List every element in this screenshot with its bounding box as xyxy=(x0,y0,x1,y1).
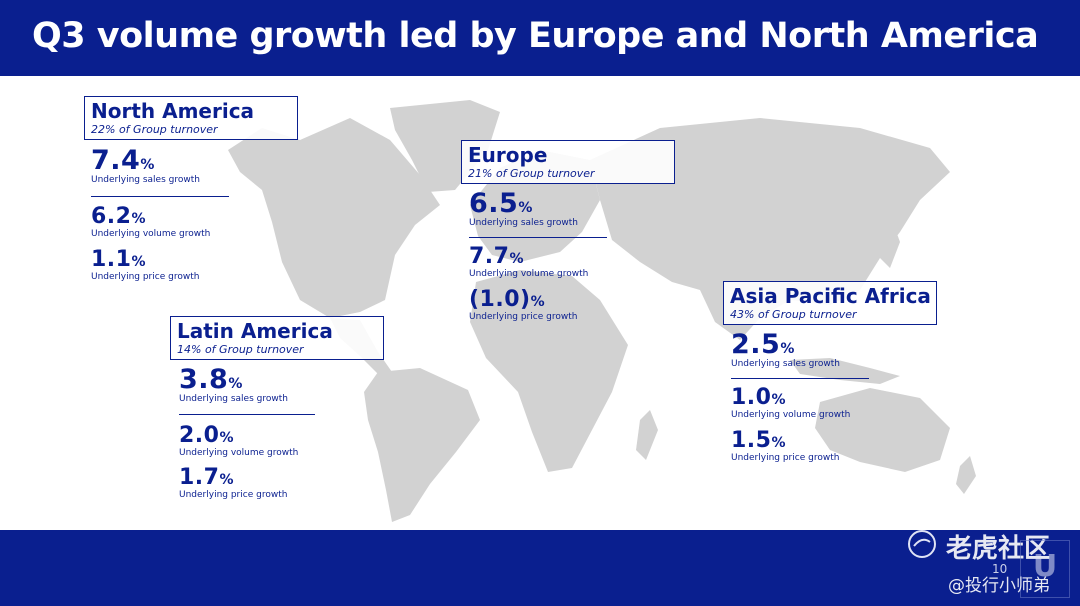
region-name: North America xyxy=(91,99,255,123)
metric-price-growth: 1.5% Underlying price growth xyxy=(731,429,839,464)
percent-sign: % xyxy=(780,341,795,357)
metric-value: 6.2 xyxy=(91,204,132,229)
metric-value: 1.1 xyxy=(91,247,132,272)
south-america-shape xyxy=(364,368,480,522)
metric-label: Underlying sales growth xyxy=(731,359,840,369)
metric-volume-growth: 1.0% Underlying volume growth xyxy=(731,386,850,421)
percent-sign: % xyxy=(518,200,533,216)
page-title: Q3 volume growth led by Europe and North… xyxy=(32,16,1039,56)
region-turnover: 43% of Group turnover xyxy=(730,308,857,321)
metric-value: 2.5 xyxy=(731,329,781,360)
indonesia-shape xyxy=(790,358,900,384)
metric-label: Underlying volume growth xyxy=(469,269,589,279)
metric-value: 2.0 xyxy=(179,423,220,448)
divider xyxy=(731,378,869,379)
watermark-logo-icon xyxy=(908,530,936,558)
divider xyxy=(179,414,315,415)
metric-sales-growth: 3.8% Underlying sales growth xyxy=(179,366,288,405)
metric-price-growth: 1.7% Underlying price growth xyxy=(179,466,287,501)
metric-label: Underlying sales growth xyxy=(179,394,288,404)
percent-sign: % xyxy=(131,254,146,270)
metric-volume-growth: 7.7% Underlying volume growth xyxy=(469,245,588,280)
region-name: Latin America xyxy=(177,319,333,343)
metric-label: Underlying volume growth xyxy=(179,448,299,458)
watermark-brand: 老虎社区 xyxy=(946,534,1051,564)
region-turnover: 22% of Group turnover xyxy=(91,123,218,136)
region-box-latin-america: Latin America 14% of Group turnover xyxy=(170,316,384,360)
percent-sign: % xyxy=(228,376,243,392)
metric-label: Underlying volume growth xyxy=(91,229,211,239)
footer-bar xyxy=(0,530,1080,606)
percent-sign: % xyxy=(219,430,234,446)
metric-value: 3.8 xyxy=(179,364,229,395)
metric-value: 7.4 xyxy=(91,145,141,176)
watermark-handle: @投行小师弟 xyxy=(948,576,1050,596)
metric-price-growth: 1.1% Underlying price growth xyxy=(91,248,199,283)
metric-label: Underlying price growth xyxy=(179,490,288,500)
north-america-shape xyxy=(228,118,440,318)
region-turnover: 21% of Group turnover xyxy=(468,167,595,180)
metric-label: Underlying price growth xyxy=(731,453,840,463)
percent-sign: % xyxy=(131,211,146,227)
australia-shape xyxy=(815,388,950,472)
metric-sales-growth: 6.5% Underlying sales growth xyxy=(469,190,578,229)
metric-value: 6.5 xyxy=(469,188,519,219)
page-number: 10 xyxy=(992,562,1008,576)
new-zealand-shape xyxy=(956,456,976,494)
japan-shape xyxy=(880,220,900,268)
percent-sign: % xyxy=(140,157,155,173)
region-box-north-america: North America 22% of Group turnover xyxy=(84,96,298,140)
metric-label: Underlying volume growth xyxy=(731,410,851,420)
divider xyxy=(469,237,607,238)
percent-sign: % xyxy=(219,472,234,488)
percent-sign: % xyxy=(509,251,524,267)
metric-price-growth: (1.0)% Underlying price growth xyxy=(469,288,577,323)
metric-volume-growth: 2.0% Underlying volume growth xyxy=(179,424,298,459)
metric-value: (1.0) xyxy=(469,287,531,312)
metric-value: 1.5 xyxy=(731,428,772,453)
percent-sign: % xyxy=(771,392,786,408)
divider xyxy=(91,196,229,197)
metric-value: 1.0 xyxy=(731,385,772,410)
region-name: Europe xyxy=(468,143,548,167)
metric-label: Underlying sales growth xyxy=(469,218,578,228)
metric-label: Underlying price growth xyxy=(469,312,578,322)
metric-sales-growth: 7.4% Underlying sales growth xyxy=(91,147,200,186)
madagascar-shape xyxy=(636,410,658,460)
region-box-asia-pacific-africa: Asia Pacific Africa 43% of Group turnove… xyxy=(723,281,937,325)
unilever-logo-icon: U xyxy=(1020,540,1070,598)
metric-value: 1.7 xyxy=(179,465,220,490)
metric-value: 7.7 xyxy=(469,244,510,269)
percent-sign: % xyxy=(771,435,786,451)
greenland-shape xyxy=(390,100,500,192)
metric-volume-growth: 6.2% Underlying volume growth xyxy=(91,205,210,240)
title-bar: Q3 volume growth led by Europe and North… xyxy=(0,0,1080,76)
metric-sales-growth: 2.5% Underlying sales growth xyxy=(731,331,840,370)
africa-shape xyxy=(470,270,628,472)
metric-label: Underlying sales growth xyxy=(91,175,200,185)
percent-sign: % xyxy=(530,294,545,310)
region-turnover: 14% of Group turnover xyxy=(177,343,304,356)
region-box-europe: Europe 21% of Group turnover xyxy=(461,140,675,184)
region-name: Asia Pacific Africa xyxy=(730,284,931,308)
metric-label: Underlying price growth xyxy=(91,272,200,282)
